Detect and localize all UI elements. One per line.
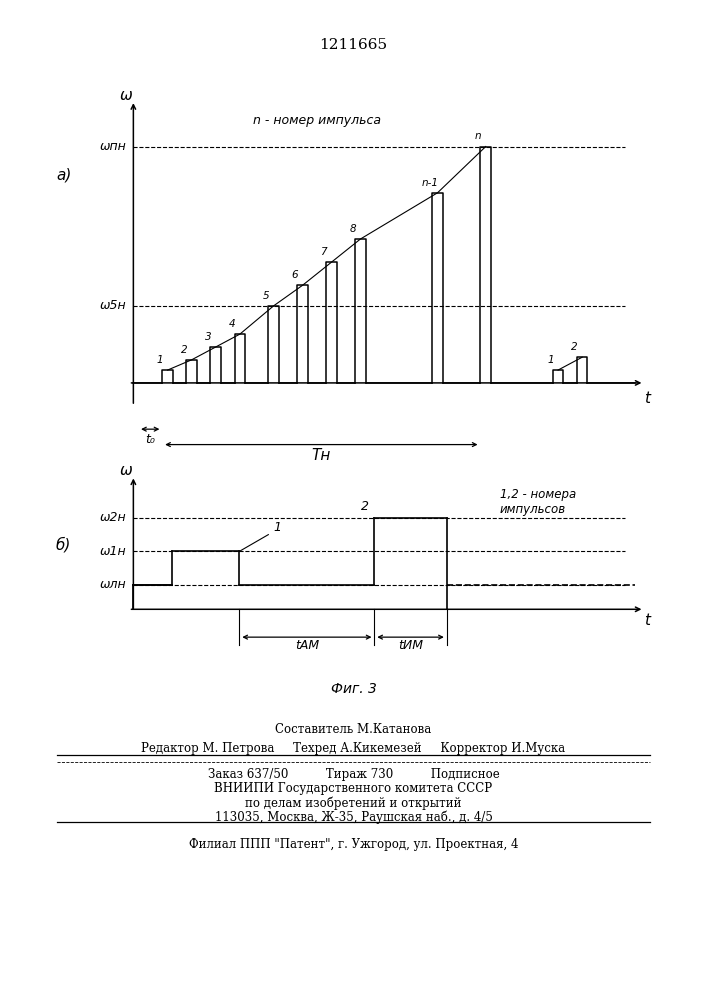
Text: t: t bbox=[644, 391, 650, 406]
Text: 1: 1 bbox=[156, 355, 163, 365]
Text: ω: ω bbox=[119, 88, 132, 103]
Text: б): б) bbox=[56, 537, 71, 553]
Text: по делам изобретений и открытий: по делам изобретений и открытий bbox=[245, 796, 462, 810]
Text: 1211665: 1211665 bbox=[320, 38, 387, 52]
Text: n-1: n-1 bbox=[421, 178, 438, 188]
Text: 7: 7 bbox=[320, 247, 327, 257]
Text: ωпн: ωпн bbox=[100, 140, 126, 153]
Text: 2: 2 bbox=[361, 500, 369, 513]
Text: t: t bbox=[644, 613, 650, 628]
Text: 5: 5 bbox=[262, 291, 269, 301]
Text: 1: 1 bbox=[273, 521, 281, 534]
Text: Редактор М. Петрова     Техред А.Кикемезей     Корректор И.Муска: Редактор М. Петрова Техред А.Кикемезей К… bbox=[141, 742, 566, 755]
Text: 3: 3 bbox=[205, 332, 211, 342]
Text: 1,2 - номера
импульсов: 1,2 - номера импульсов bbox=[500, 488, 576, 516]
Text: Заказ 637/50          Тираж 730          Подписное: Заказ 637/50 Тираж 730 Подписное bbox=[208, 768, 499, 781]
Text: Tн: Tн bbox=[312, 448, 331, 463]
Text: tИМ: tИМ bbox=[398, 639, 423, 652]
Text: ω5н: ω5н bbox=[100, 299, 126, 312]
Text: 8: 8 bbox=[349, 224, 356, 234]
Text: 2: 2 bbox=[181, 345, 187, 355]
Text: ω: ω bbox=[119, 463, 132, 478]
Text: ω1н: ω1н bbox=[100, 545, 126, 558]
Text: ω2н: ω2н bbox=[100, 511, 126, 524]
Text: n: n bbox=[474, 131, 481, 141]
Text: 113035, Москва, Ж-35, Раушская наб., д. 4/5: 113035, Москва, Ж-35, Раушская наб., д. … bbox=[214, 810, 493, 824]
Text: tАМ: tАМ bbox=[295, 639, 319, 652]
Text: а): а) bbox=[56, 167, 71, 182]
Text: n - номер импульса: n - номер импульса bbox=[252, 114, 380, 127]
Text: 4: 4 bbox=[229, 319, 235, 329]
Text: ВНИИПИ Государственного комитета СССР: ВНИИПИ Государственного комитета СССР bbox=[214, 782, 493, 795]
Text: 1: 1 bbox=[547, 355, 554, 365]
Text: Фиг. 3: Фиг. 3 bbox=[331, 682, 376, 696]
Text: 6: 6 bbox=[291, 270, 298, 280]
Text: Филиал ППП "Патент", г. Ужгород, ул. Проектная, 4: Филиал ППП "Патент", г. Ужгород, ул. Про… bbox=[189, 838, 518, 851]
Text: t₀: t₀ bbox=[146, 433, 155, 446]
Text: Составитель М.Катанова: Составитель М.Катанова bbox=[275, 723, 432, 736]
Text: ωлн: ωлн bbox=[100, 578, 126, 591]
Text: 2: 2 bbox=[571, 342, 578, 352]
